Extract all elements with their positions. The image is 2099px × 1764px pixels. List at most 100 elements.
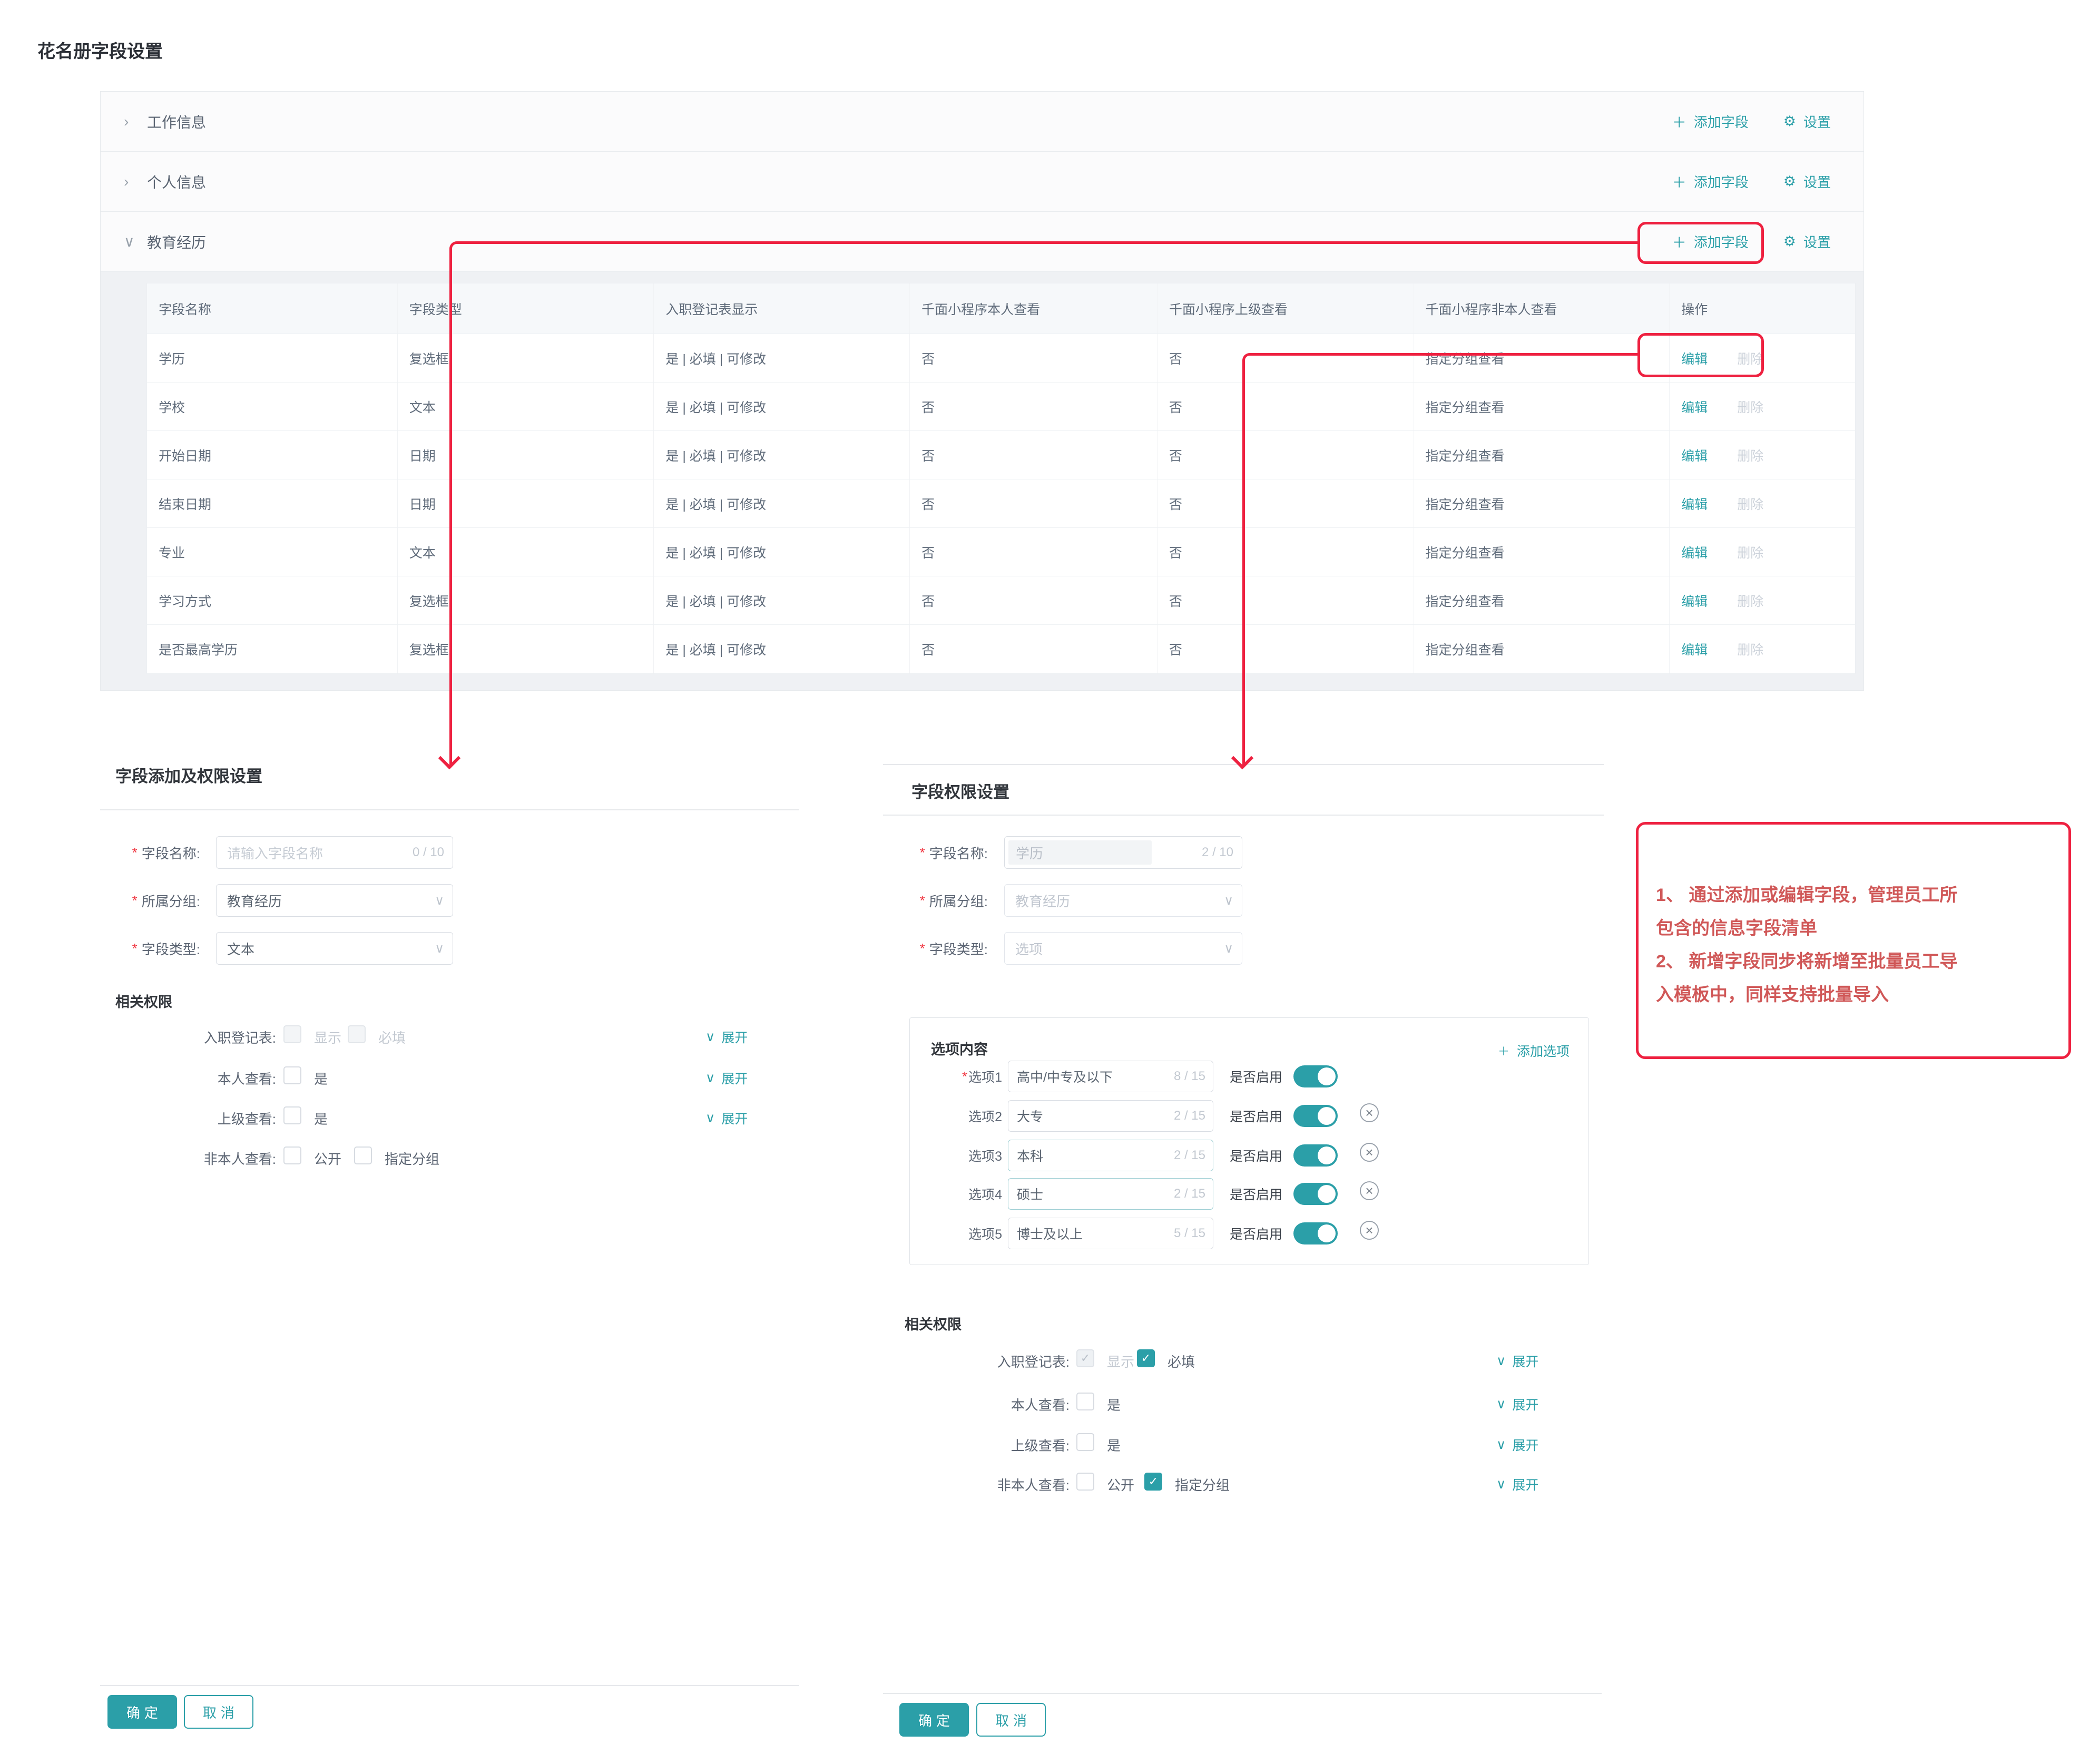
delete-link[interactable]: 删除	[1737, 594, 1764, 609]
enable-toggle[interactable]	[1293, 1222, 1338, 1244]
expand-link[interactable]: ∨ 展开	[1496, 1397, 1539, 1413]
remove-option-icon[interactable]: ×	[1360, 1143, 1379, 1162]
supervisor-yes-checkbox[interactable]	[283, 1106, 301, 1124]
required-checkbox-label: 必填	[1168, 1354, 1195, 1370]
col-header-entry-form: 入职登记表显示	[654, 283, 910, 334]
assigned-group-label: 指定分组	[385, 1151, 440, 1167]
col-header-actions: 操作	[1681, 302, 1708, 317]
required-marker: *	[919, 892, 925, 908]
option-label: * 选项1	[962, 1068, 1002, 1085]
add-field-button-education[interactable]: ＋ 添加字段	[1672, 231, 1749, 252]
cell-entry-form: 是 | 必填 | 可修改	[654, 479, 910, 527]
add-field-button[interactable]: ＋ 添加字段	[1672, 111, 1749, 132]
delete-link[interactable]: 删除	[1737, 497, 1764, 512]
enable-toggle[interactable]	[1293, 1144, 1338, 1167]
group-select[interactable]: 教育经历 ∨	[216, 884, 453, 917]
cell-self-view: 否	[910, 383, 1158, 430]
delete-link[interactable]: 删除	[1737, 351, 1764, 367]
settings-label: 设置	[1803, 114, 1831, 130]
right-confirm-button[interactable]: 确定	[899, 1703, 969, 1737]
required-checkbox-checked[interactable]: ✓	[1137, 1349, 1155, 1367]
expand-link[interactable]: ∨ 展开	[1496, 1477, 1539, 1493]
type-select[interactable]: 文本 ∨	[216, 932, 453, 965]
remove-option-icon[interactable]: ×	[1360, 1221, 1379, 1240]
expand-link[interactable]: ∨ 展开	[1496, 1437, 1539, 1453]
field-name-input[interactable]: 请输入字段名称 0 / 10	[216, 836, 453, 869]
left-perm-nonself-row: 非本人查看: 公开 指定分组	[0, 1146, 2099, 1170]
required-checkbox-label: 必填	[378, 1030, 406, 1046]
option-input[interactable]: 高中/中专及以下 8 / 15	[1008, 1061, 1213, 1092]
supervisor-yes-label: 是	[1107, 1437, 1121, 1454]
enable-toggle[interactable]	[1293, 1105, 1338, 1127]
perm-nonself-label: 非本人查看:	[203, 1151, 276, 1167]
cell-field-name: 开始日期	[147, 431, 398, 479]
type-label: * 字段类型:	[132, 940, 200, 957]
delete-link[interactable]: 删除	[1737, 448, 1764, 464]
expand-link[interactable]: ∨ 展开	[705, 1030, 748, 1045]
type-select-disabled[interactable]: 选项 ∨	[1004, 932, 1242, 965]
chevron-down-icon: ∨	[1496, 1354, 1506, 1368]
right-perm-supervisor-row: 上级查看: 是 ∨ 展开	[0, 1433, 2099, 1456]
remove-option-icon[interactable]: ×	[1360, 1181, 1379, 1200]
remove-option-icon[interactable]: ×	[1360, 1103, 1379, 1122]
section-work-info[interactable]: › 工作信息 ＋ 添加字段 ⚙ 设置	[101, 92, 1863, 152]
cell-nonself-view: 指定分组查看	[1414, 625, 1670, 673]
right-perm-entry-row: 入职登记表: ✓ 显示 ✓ 必填 ∨ 展开	[0, 1349, 2099, 1373]
option-input[interactable]: 本科 2 / 15	[1008, 1140, 1213, 1171]
edit-link[interactable]: 编辑	[1681, 351, 1708, 367]
edit-link[interactable]: 编辑	[1681, 497, 1708, 512]
edit-link[interactable]: 编辑	[1681, 448, 1708, 464]
assigned-group-checkbox[interactable]	[354, 1146, 372, 1164]
left-field-name-row: * 字段名称: 请输入字段名称 0 / 10	[0, 836, 2099, 869]
self-yes-checkbox[interactable]	[283, 1066, 301, 1084]
edit-link[interactable]: 编辑	[1681, 643, 1708, 658]
show-checkbox-checked-disabled[interactable]: ✓	[1076, 1349, 1094, 1367]
settings-label: 设置	[1803, 234, 1831, 250]
option-input[interactable]: 大专 2 / 15	[1008, 1100, 1213, 1132]
note-line: 入模板中，同样支持批量导入	[1656, 985, 1889, 1005]
perm-supervisor-label: 上级查看:	[1011, 1437, 1070, 1454]
cell-actions: 编辑 删除	[1670, 479, 1855, 527]
expand-link[interactable]: ∨ 展开	[705, 1071, 748, 1086]
delete-link[interactable]: 删除	[1737, 400, 1764, 415]
add-field-button[interactable]: ＋ 添加字段	[1672, 171, 1749, 192]
delete-link[interactable]: 删除	[1737, 545, 1764, 561]
left-permissions-title: 相关权限	[115, 994, 172, 1010]
supervisor-yes-checkbox[interactable]	[1076, 1433, 1094, 1451]
option-input[interactable]: 博士及以上 5 / 15	[1008, 1218, 1213, 1249]
required-marker: *	[132, 940, 138, 956]
section-personal-info[interactable]: › 个人信息 ＋ 添加字段 ⚙ 设置	[101, 152, 1863, 212]
edit-link[interactable]: 编辑	[1681, 545, 1708, 561]
field-name-input-readonly[interactable]: 学历 2 / 10	[1004, 836, 1242, 869]
char-counter: 0 / 10	[412, 845, 444, 859]
settings-button[interactable]: ⚙ 设置	[1783, 232, 1831, 251]
settings-button[interactable]: ⚙ 设置	[1783, 112, 1831, 131]
settings-button[interactable]: ⚙ 设置	[1783, 172, 1831, 191]
enable-toggle[interactable]	[1293, 1065, 1338, 1087]
public-checkbox-label: 公开	[314, 1151, 342, 1167]
show-checkbox[interactable]	[283, 1025, 301, 1043]
public-checkbox[interactable]	[283, 1146, 301, 1164]
add-option-button[interactable]: ＋ 添加选项	[1498, 1041, 1570, 1060]
assigned-group-checkbox-checked[interactable]: ✓	[1144, 1473, 1162, 1491]
chevron-down-icon: ∨	[705, 1030, 715, 1044]
left-confirm-button[interactable]: 确定	[107, 1695, 177, 1729]
group-select-disabled[interactable]: 教育经历 ∨	[1004, 884, 1242, 917]
right-group-row: * 所属分组: 教育经历 ∨	[0, 884, 2099, 917]
required-checkbox[interactable]	[348, 1025, 366, 1043]
self-yes-checkbox[interactable]	[1076, 1393, 1094, 1410]
right-cancel-button[interactable]: 取消	[976, 1703, 1046, 1737]
public-checkbox[interactable]	[1076, 1473, 1094, 1491]
edit-link[interactable]: 编辑	[1681, 400, 1708, 415]
table-row: 学校 文本 是 | 必填 | 可修改 否 否 指定分组查看 编辑 删除	[147, 383, 1855, 431]
option-input[interactable]: 硕士 2 / 15	[1008, 1178, 1213, 1210]
expand-link[interactable]: ∨ 展开	[1496, 1354, 1539, 1369]
enable-toggle[interactable]	[1293, 1183, 1338, 1205]
delete-link[interactable]: 删除	[1737, 643, 1764, 658]
edit-link[interactable]: 编辑	[1681, 594, 1708, 609]
left-cancel-button[interactable]: 取消	[184, 1695, 253, 1729]
cell-nonself-view: 指定分组查看	[1414, 479, 1670, 527]
expand-link[interactable]: ∨ 展开	[705, 1111, 748, 1126]
cell-field-name: 学历	[147, 334, 398, 382]
add-field-label: 添加字段	[1693, 234, 1749, 250]
